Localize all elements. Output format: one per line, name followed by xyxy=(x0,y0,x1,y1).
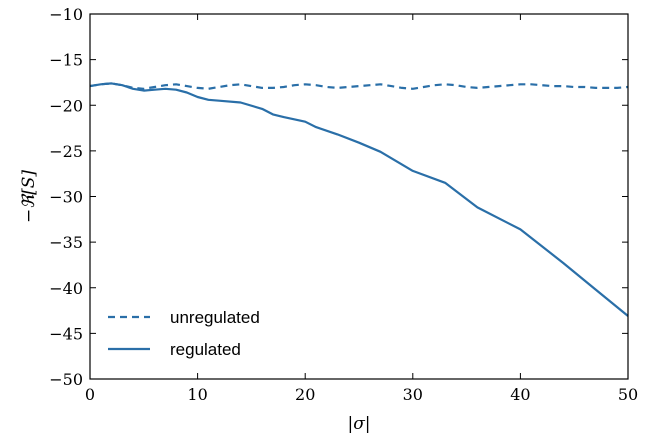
y-tick-label: −35 xyxy=(49,233,83,252)
x-axis-label: |σ| xyxy=(347,414,370,434)
axes: 0 10 20 30 40 50 −50 −45 −40 −35 −30 −25 −20 −15 −10 xyxy=(49,5,638,404)
legend: unregulated regulated xyxy=(108,308,260,359)
y-tick-label: −10 xyxy=(49,5,83,24)
x-tick-label: 30 xyxy=(403,385,423,404)
y-tick-label: −45 xyxy=(49,324,83,343)
x-tick-label: 20 xyxy=(295,385,315,404)
y-tick-label: −40 xyxy=(49,279,83,298)
x-tick-label: 10 xyxy=(187,385,207,404)
x-tick-label: 50 xyxy=(618,385,638,404)
x-tick-label: 0 xyxy=(85,385,95,404)
y-tick-label: −50 xyxy=(49,370,83,389)
plot-area xyxy=(89,82,629,317)
y-tick-label: −20 xyxy=(49,96,83,115)
series-line-unregulated xyxy=(89,82,629,90)
x-tick-label: 40 xyxy=(510,385,530,404)
y-tick-label: −25 xyxy=(49,142,83,161)
y-tick-label: −30 xyxy=(49,188,83,207)
y-axis-label: −ℜ[S] xyxy=(19,170,39,223)
series-line-regulated xyxy=(89,82,629,317)
y-tick-label: −15 xyxy=(49,51,83,70)
legend-label-regulated: regulated xyxy=(170,340,241,359)
legend-label-unregulated: unregulated xyxy=(170,308,260,327)
